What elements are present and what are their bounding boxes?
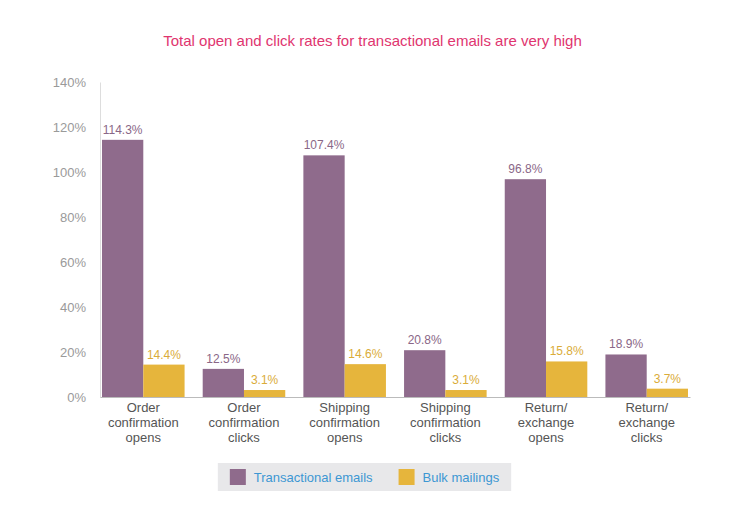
y-tick: 80%	[60, 210, 100, 225]
x-axis-line	[101, 397, 691, 398]
data-label: 14.6%	[348, 347, 382, 361]
y-tick-label: 100%	[53, 165, 87, 180]
y-tick-label: 0%	[67, 390, 86, 405]
y-tick-label: 80%	[60, 210, 86, 225]
data-label: 14.4%	[147, 348, 181, 362]
legend-label: Transactional emails	[254, 470, 373, 485]
x-tick: Shippingconfirmationclicks	[410, 397, 481, 445]
y-tick-label: 140%	[53, 75, 87, 90]
legend-label: Bulk mailings	[423, 470, 500, 485]
bar	[647, 389, 688, 397]
legend-item: Transactional emails	[230, 469, 373, 485]
bar	[203, 369, 244, 397]
y-axis: 0% 20% 40% 60% 80% 100% 120% 140%	[53, 75, 101, 405]
bar	[345, 364, 386, 397]
x-tick-label-line: confirmation	[309, 415, 380, 430]
x-tick-label-line: exchange	[518, 415, 574, 430]
legend: Transactional emails Bulk mailings	[218, 463, 511, 491]
x-tick-label-line: opens	[327, 430, 363, 445]
data-label: 18.9%	[609, 337, 643, 351]
legend-background	[218, 463, 511, 491]
data-label: 3.7%	[654, 372, 682, 386]
x-tick-label: Orderconfirmationopens	[108, 400, 179, 445]
y-tick-label: 20%	[60, 345, 86, 360]
x-tick-label-line: opens	[528, 430, 564, 445]
y-tick: 40%	[60, 300, 100, 315]
x-tick-label: Orderconfirmationclicks	[209, 400, 280, 445]
x-tick-label-line: opens	[126, 430, 162, 445]
data-label: 96.8%	[508, 162, 542, 176]
x-tick: Orderconfirmationclicks	[209, 397, 280, 445]
y-tick-label: 40%	[60, 300, 86, 315]
data-label: 3.1%	[452, 373, 480, 387]
x-tick-label-line: Shipping	[420, 400, 471, 415]
bar	[102, 140, 143, 397]
x-tick-label: Return/exchangeopens	[518, 400, 574, 445]
title: Total open and click rates for transacti…	[163, 32, 582, 49]
data-label: 20.8%	[408, 333, 442, 347]
y-tick: 20%	[60, 345, 100, 360]
x-tick-label: Shippingconfirmationopens	[309, 400, 380, 445]
x-tick: Return/exchangeopens	[518, 397, 574, 445]
x-tick-label-line: Shipping	[319, 400, 370, 415]
bar-series	[102, 140, 647, 397]
y-tick: 140%	[53, 75, 100, 90]
x-tick-label: Shippingconfirmationclicks	[410, 400, 481, 445]
y-tick: 60%	[60, 255, 100, 270]
bar-series	[143, 361, 688, 397]
x-tick-label-line: exchange	[619, 415, 675, 430]
data-label: 3.1%	[251, 373, 279, 387]
y-tick: 100%	[53, 165, 100, 180]
legend-swatch	[399, 469, 415, 485]
data-labels: 114.3% 12.5% 107.4% 20.8% 96.8% 18.9% 14.4% 3.1…	[103, 123, 682, 387]
bar	[404, 350, 445, 397]
bar	[605, 354, 646, 397]
y-axis-line	[100, 83, 101, 398]
y-tick: 120%	[53, 120, 100, 135]
x-tick-label-line: confirmation	[410, 415, 481, 430]
y-tick-label: 120%	[53, 120, 87, 135]
x-tick-label-line: clicks	[429, 430, 461, 445]
data-label: 15.8%	[550, 344, 584, 358]
data-label: 107.4%	[304, 138, 345, 152]
x-tick: Return/exchangeclicks	[619, 397, 675, 445]
y-tick-label: 60%	[60, 255, 86, 270]
x-tick-label-line: clicks	[631, 430, 663, 445]
x-tick-label-line: Return/	[625, 400, 668, 415]
x-tick: Orderconfirmationopens	[108, 397, 179, 445]
bars	[102, 140, 688, 397]
x-tick-label-line: Order	[227, 400, 261, 415]
bar	[445, 390, 486, 397]
bar	[546, 361, 587, 397]
x-tick-label-line: clicks	[228, 430, 260, 445]
bar	[303, 155, 344, 397]
chart: Total open and click rates for transacti…	[0, 0, 745, 505]
x-tick-label-line: Order	[127, 400, 161, 415]
bar	[143, 365, 184, 397]
bar	[244, 390, 285, 397]
bar	[505, 179, 546, 397]
x-tick: Shippingconfirmationopens	[309, 397, 380, 445]
x-axis: OrderconfirmationopensOrderconfirmationc…	[101, 397, 691, 445]
x-tick-label-line: confirmation	[209, 415, 280, 430]
data-label: 114.3%	[103, 123, 143, 137]
x-tick-label-line: Return/	[525, 400, 568, 415]
x-tick-label: Return/exchangeclicks	[619, 400, 675, 445]
y-tick: 0%	[67, 390, 100, 405]
x-tick-label-line: confirmation	[108, 415, 179, 430]
legend-swatch	[230, 469, 246, 485]
data-label: 12.5%	[206, 352, 240, 366]
legend-item: Bulk mailings	[399, 469, 500, 485]
